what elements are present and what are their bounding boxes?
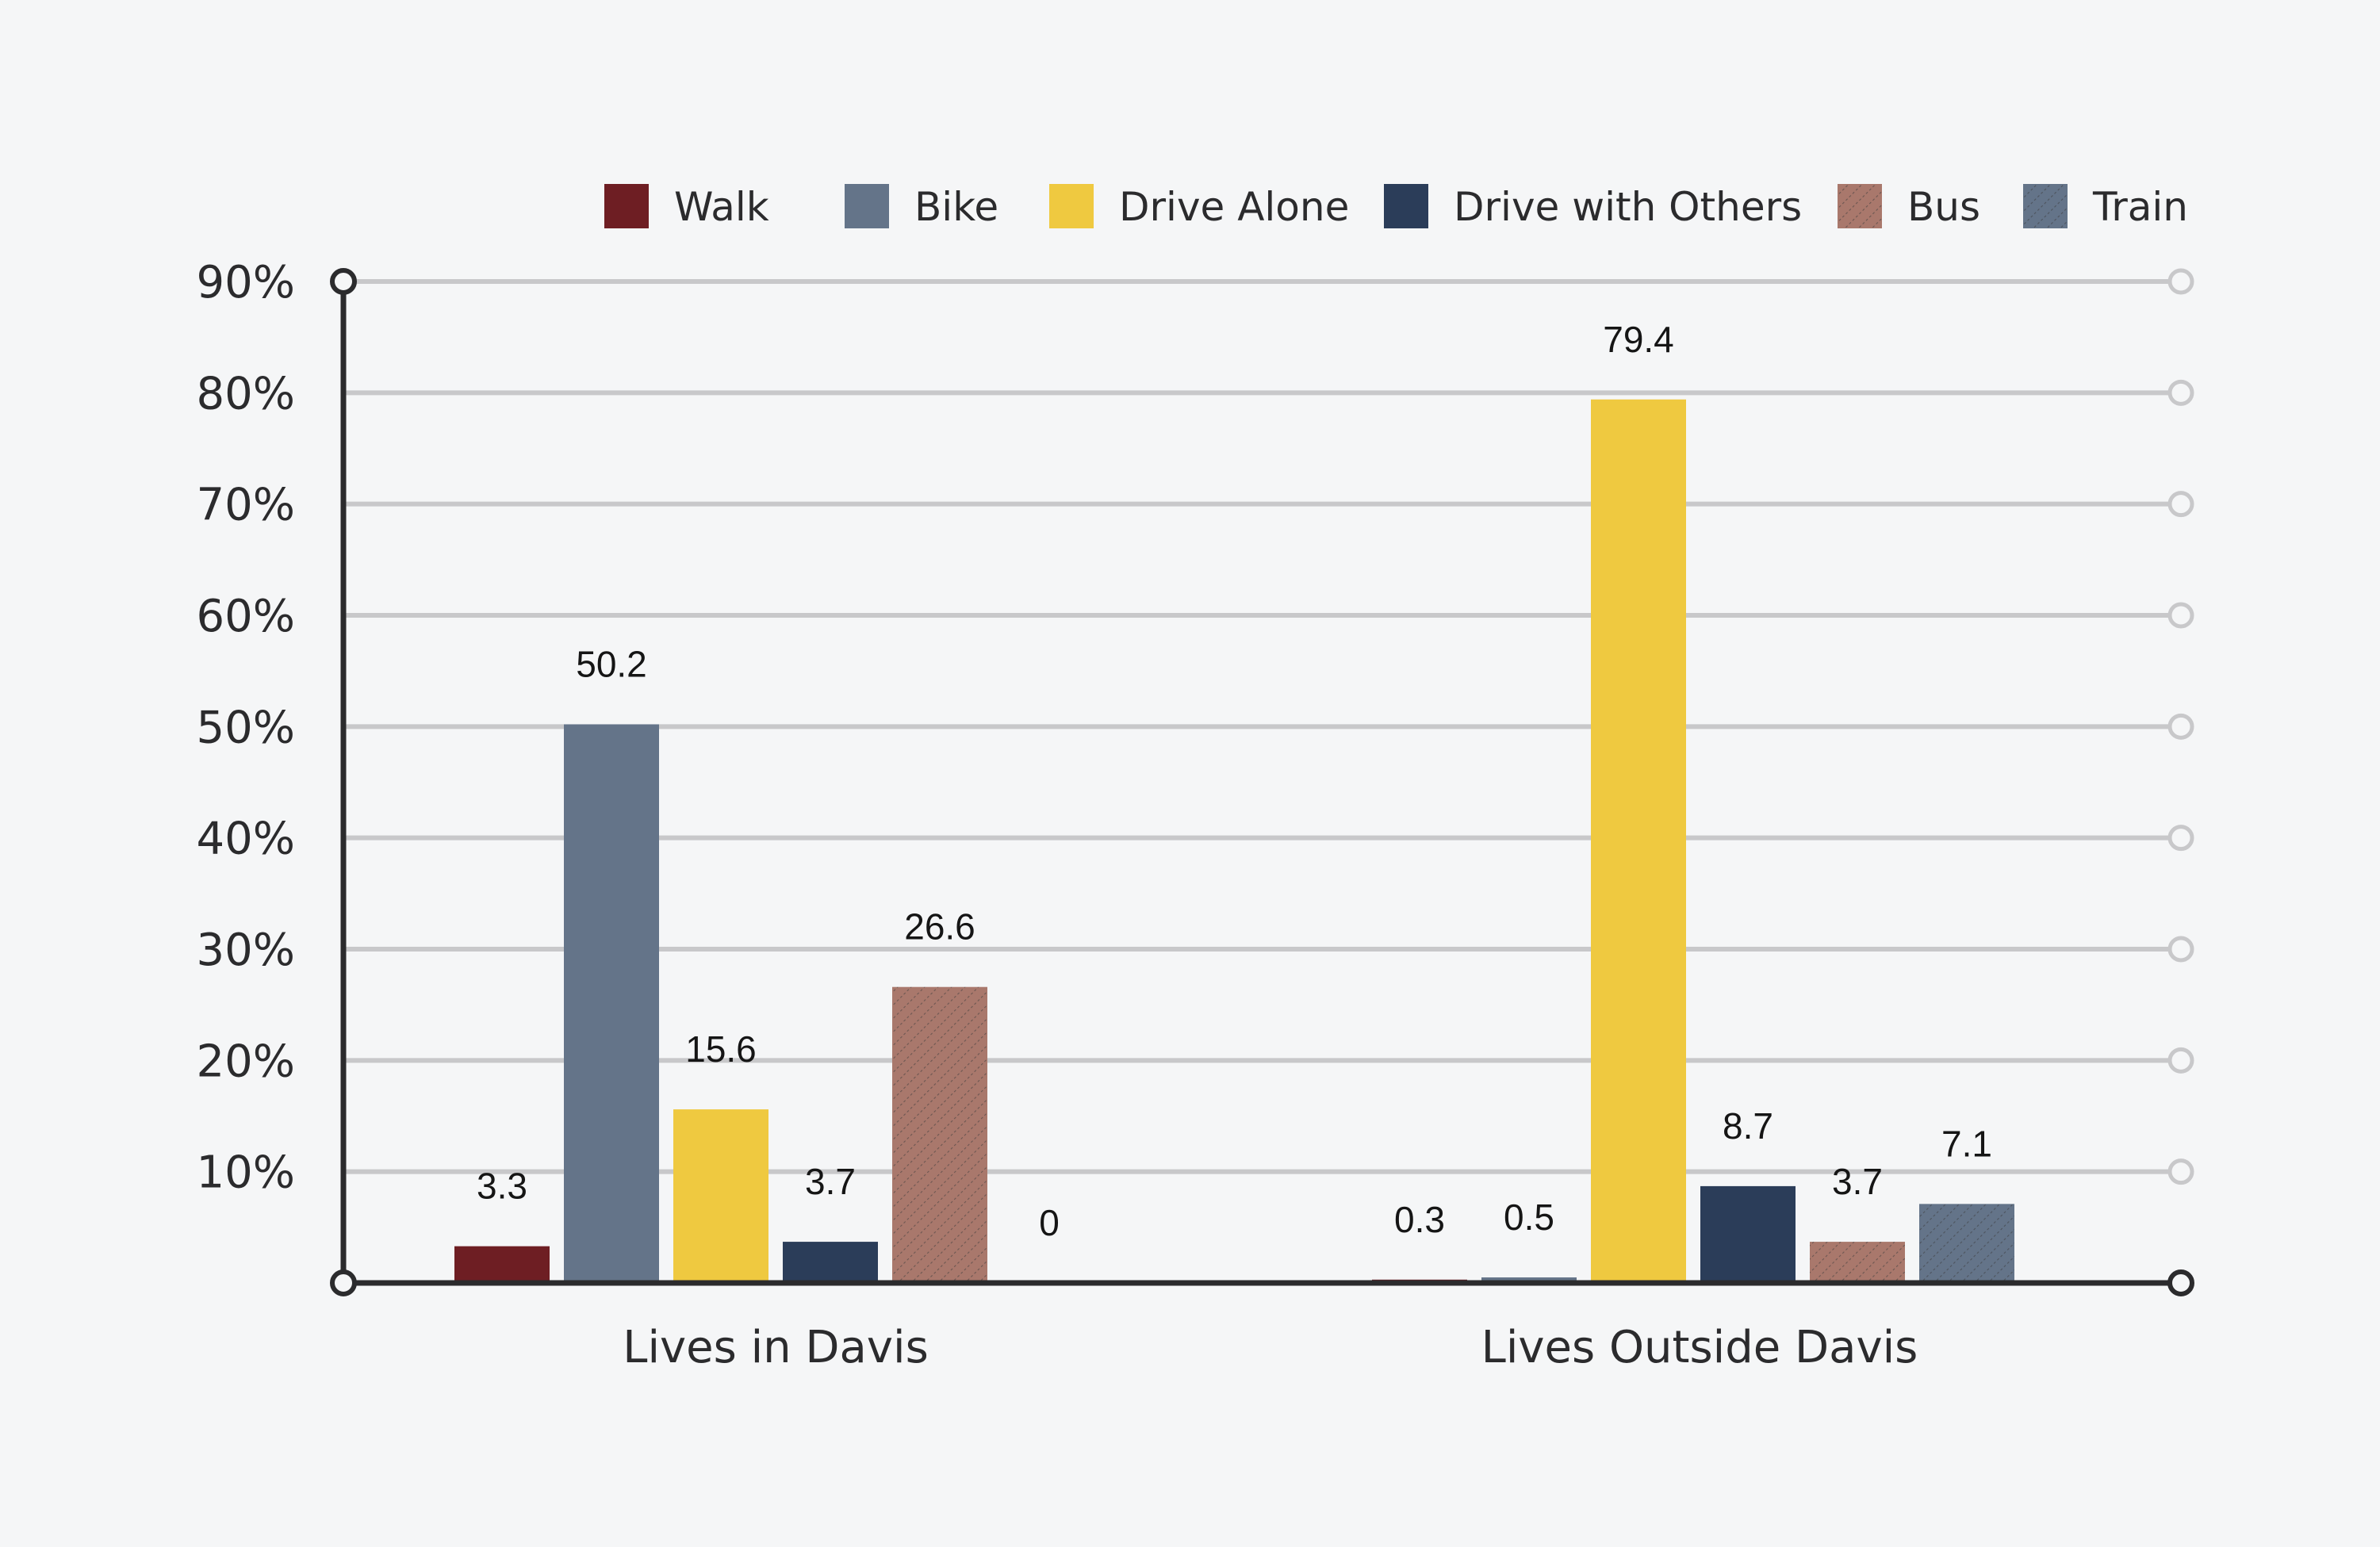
axes <box>330 268 2194 1296</box>
gridline-end-marker <box>2167 936 2194 963</box>
legend-swatch-bike <box>845 184 889 228</box>
legend-swatch-bus <box>1838 184 1882 228</box>
value-labels: 3.3 50.2 15.6 3.7 26.6 0 0.3 0.5 79.4 8.7 3.7 7.1 <box>477 319 1992 1243</box>
bar-drive-with-others-lives-in-davis <box>783 1242 878 1283</box>
legend: Walk Bike Drive Alone Drive with Others Bus T… <box>604 184 2188 230</box>
legend-swatch-drive-with-others <box>1384 184 1428 228</box>
legend-label-train: Train <box>2092 184 2188 230</box>
value-label-walk-lives-outside-davis: 0.3 <box>1394 1199 1445 1240</box>
bars <box>454 399 2014 1284</box>
legend-label-bus: Bus <box>1907 184 1980 230</box>
bar-walk-lives-in-davis <box>454 1246 550 1283</box>
y-axis-top-marker <box>330 268 357 295</box>
legend-swatch-walk <box>604 184 649 228</box>
value-label-bus-lives-outside-davis: 3.7 <box>1832 1161 1883 1202</box>
y-tick-labels: 10% 20% 30% 40% 50% 60% 70% 80% 90% <box>197 257 295 1199</box>
legend-label-walk: Walk <box>674 184 769 230</box>
value-label-train-lives-in-davis: 0 <box>1039 1202 1060 1243</box>
value-label-drive-with-others-lives-in-davis: 3.7 <box>805 1161 856 1202</box>
y-tick-label: 40% <box>197 814 295 865</box>
y-tick-label: 60% <box>197 591 295 642</box>
gridline-end-marker <box>2167 825 2194 852</box>
legend-label-drive-with-others: Drive with Others <box>1454 184 1802 230</box>
y-tick-label: 90% <box>197 257 295 308</box>
gridline-end-marker <box>2167 602 2194 629</box>
gridlines <box>343 268 2194 1185</box>
bar-train-lives-outside-davis <box>1919 1204 2014 1283</box>
y-tick-label: 50% <box>197 702 295 753</box>
y-tick-label: 10% <box>197 1147 295 1199</box>
gridline-end-marker <box>2167 1158 2194 1185</box>
value-label-bike-lives-outside-davis: 0.5 <box>1504 1197 1554 1238</box>
y-tick-label: 20% <box>197 1036 295 1087</box>
category-labels: Lives in Davis Lives Outside Davis <box>623 1322 1918 1373</box>
gridline-end-marker <box>2167 268 2194 295</box>
value-label-drive-alone-lives-in-davis: 15.6 <box>685 1028 757 1070</box>
y-tick-label: 70% <box>197 480 295 531</box>
bar-bus-lives-in-davis <box>892 986 987 1283</box>
bar-bus-lives-outside-davis <box>1810 1242 1905 1283</box>
value-label-train-lives-outside-davis: 7.1 <box>1941 1123 1992 1164</box>
gridline-end-marker <box>2167 379 2194 406</box>
legend-label-bike: Bike <box>914 184 998 230</box>
bar-drive-with-others-lives-outside-davis <box>1700 1185 1796 1283</box>
legend-swatch-drive-alone <box>1049 184 1094 228</box>
bar-bike-lives-in-davis <box>564 724 659 1283</box>
value-label-walk-lives-in-davis: 3.3 <box>477 1166 527 1207</box>
value-label-drive-alone-lives-outside-davis: 79.4 <box>1603 319 1674 360</box>
category-label: Lives Outside Davis <box>1481 1322 1918 1373</box>
legend-label-drive-alone: Drive Alone <box>1119 184 1349 230</box>
y-tick-label: 80% <box>197 368 295 419</box>
category-label: Lives in Davis <box>623 1322 929 1373</box>
legend-swatch-train <box>2023 184 2068 228</box>
y-tick-label: 30% <box>197 925 295 976</box>
origin-marker <box>330 1269 357 1296</box>
gridline-end-marker <box>2167 491 2194 518</box>
value-label-drive-with-others-lives-outside-davis: 8.7 <box>1723 1105 1773 1147</box>
value-label-bus-lives-in-davis: 26.6 <box>904 906 975 948</box>
bar-bike-lives-outside-davis <box>1481 1277 1577 1283</box>
value-label-bike-lives-in-davis: 50.2 <box>576 644 647 685</box>
gridline-end-marker <box>2167 1047 2194 1074</box>
x-axis-end-marker <box>2167 1269 2194 1296</box>
gridline-end-marker <box>2167 713 2194 740</box>
bar-drive-alone-lives-in-davis <box>673 1109 768 1283</box>
bar-drive-alone-lives-outside-davis <box>1591 399 1686 1284</box>
